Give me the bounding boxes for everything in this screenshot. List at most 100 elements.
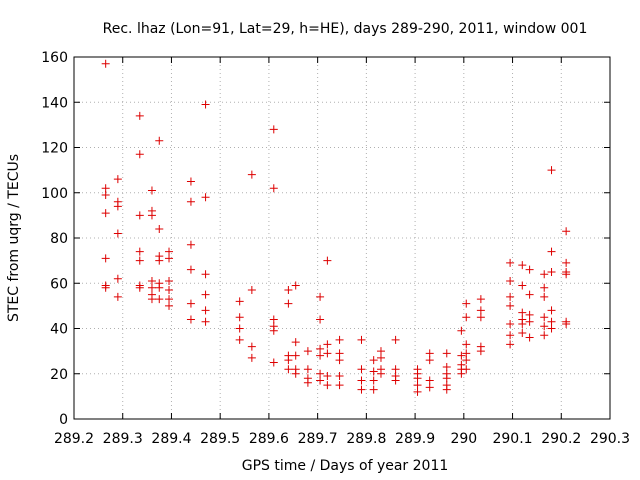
data-point (235, 324, 244, 333)
data-point (147, 283, 156, 292)
y-tick-label: 100 (41, 186, 68, 202)
data-point (391, 376, 400, 385)
data-point (547, 267, 556, 276)
data-point (323, 372, 332, 381)
data-point (316, 376, 325, 385)
data-point (425, 356, 434, 365)
data-point (247, 286, 256, 295)
data-point (269, 358, 278, 367)
data-point (155, 256, 164, 265)
data-point (323, 256, 332, 265)
data-point (247, 170, 256, 179)
data-point (155, 136, 164, 145)
data-point (284, 356, 293, 365)
data-point (540, 313, 549, 322)
data-point (335, 372, 344, 381)
data-point (518, 308, 527, 317)
x-tick-label: 290.3 (590, 431, 630, 447)
data-point (462, 299, 471, 308)
data-point (316, 369, 325, 378)
data-point (442, 349, 451, 358)
data-point (316, 315, 325, 324)
data-point (462, 349, 471, 358)
data-point (186, 299, 195, 308)
data-point (291, 351, 300, 360)
data-point (101, 59, 110, 68)
data-point (562, 319, 571, 328)
data-point (442, 374, 451, 383)
data-point (135, 150, 144, 159)
data-point (113, 175, 122, 184)
data-point (101, 283, 110, 292)
data-point (506, 292, 515, 301)
data-point (518, 261, 527, 270)
data-point (457, 326, 466, 335)
y-axis-label: STEC from uqrg / TECUs (6, 154, 22, 322)
data-point (147, 186, 156, 195)
data-point (101, 184, 110, 193)
data-point (335, 356, 344, 365)
data-point (291, 338, 300, 347)
data-point (165, 286, 174, 295)
y-tick-label: 140 (41, 95, 68, 111)
data-point (113, 202, 122, 211)
data-point (518, 281, 527, 290)
data-point (165, 301, 174, 310)
data-point (413, 387, 422, 396)
data-point (201, 100, 210, 109)
grid-lines (74, 57, 610, 419)
data-point (462, 365, 471, 374)
data-point (135, 247, 144, 256)
data-point (201, 290, 210, 299)
data-point (562, 258, 571, 267)
data-point (547, 247, 556, 256)
data-point (357, 365, 366, 374)
data-point (506, 258, 515, 267)
data-point (247, 342, 256, 351)
data-point (506, 331, 515, 340)
data-point (303, 347, 312, 356)
data-point (391, 335, 400, 344)
data-point (540, 270, 549, 279)
data-point (442, 362, 451, 371)
data-point (155, 224, 164, 233)
data-point (376, 347, 385, 356)
x-tick-label: 289.8 (346, 431, 386, 447)
x-tick-label: 290 (450, 431, 477, 447)
data-point (547, 306, 556, 315)
data-point (525, 333, 534, 342)
data-point (291, 369, 300, 378)
data-point (147, 295, 156, 304)
y-tick-label: 0 (59, 412, 68, 428)
data-point (540, 283, 549, 292)
data-point (235, 297, 244, 306)
data-point (391, 365, 400, 374)
data-point (506, 319, 515, 328)
data-point (335, 381, 344, 390)
data-point (186, 197, 195, 206)
x-tick-label: 289.3 (103, 431, 143, 447)
y-tick-label: 60 (50, 276, 68, 292)
data-point (101, 254, 110, 263)
data-point (284, 286, 293, 295)
data-point (457, 351, 466, 360)
data-point (376, 369, 385, 378)
data-point (547, 324, 556, 333)
data-point (525, 310, 534, 319)
data-point (269, 125, 278, 134)
data-point (506, 340, 515, 349)
data-point (457, 369, 466, 378)
data-point (284, 365, 293, 374)
data-point (316, 292, 325, 301)
x-tick-label: 289.7 (298, 431, 338, 447)
data-point (357, 376, 366, 385)
y-tick-label: 80 (50, 231, 68, 247)
x-axis-label: GPS time / Days of year 2011 (242, 458, 449, 474)
data-point (155, 295, 164, 304)
data-point (201, 306, 210, 315)
data-point (269, 184, 278, 193)
data-point (291, 281, 300, 290)
data-point (369, 356, 378, 365)
data-point (113, 292, 122, 301)
data-point (269, 315, 278, 324)
